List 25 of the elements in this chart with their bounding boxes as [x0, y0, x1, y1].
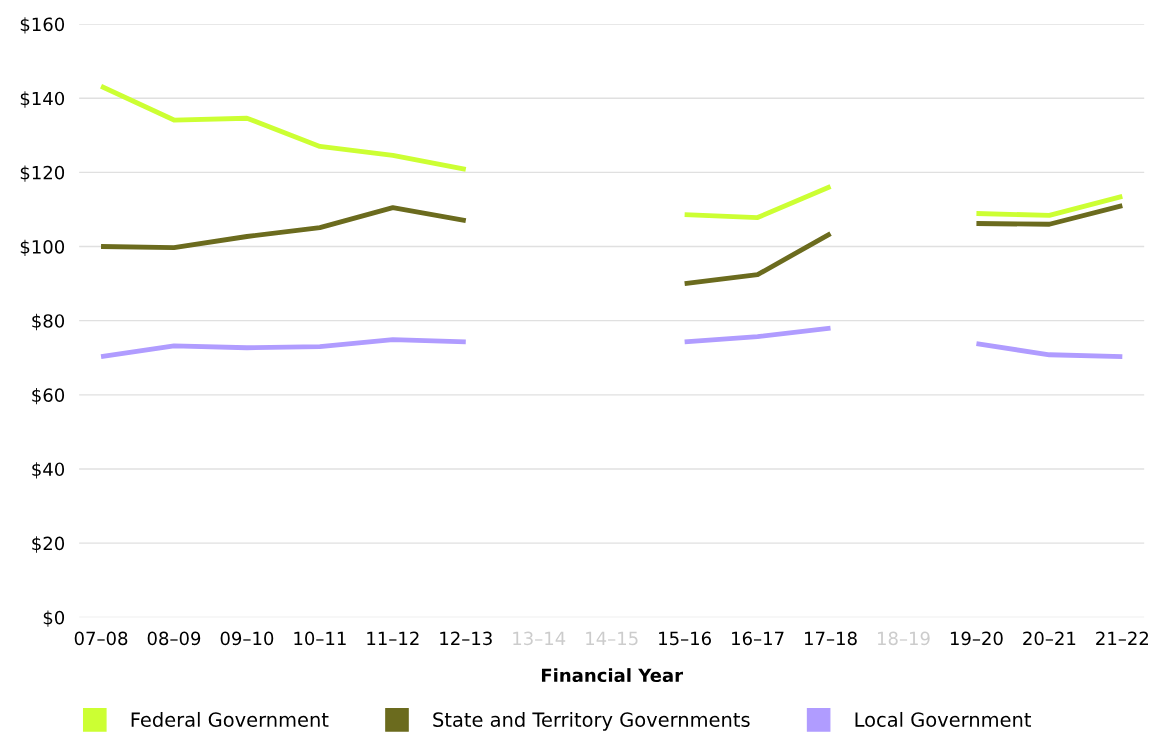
x-tick-label: 15–16: [659, 631, 711, 646]
x-tick-label: 10–11: [294, 631, 346, 646]
x-tick-label: 11–12: [367, 631, 419, 645]
x-tick-label: 12–13: [440, 631, 492, 646]
x-tick-label: 21–22: [1096, 631, 1149, 645]
x-tick-label: 20–21: [1023, 631, 1076, 646]
y-tick-label: $100: [20, 239, 65, 257]
y-tick-label: $120: [20, 165, 65, 182]
x-tick-label: 08–09: [147, 631, 201, 646]
y-tick-label: $40: [32, 462, 65, 479]
y-tick-label: $60: [32, 387, 65, 405]
legend-label: State and Territory Governments: [433, 711, 750, 731]
y-tick-label: $140: [20, 91, 65, 108]
y-tick-label: $0: [43, 610, 65, 627]
y-tick-label: $20: [32, 536, 65, 553]
x-tick-label: 16–17: [732, 631, 784, 646]
x-tick-label: 07–08: [74, 631, 128, 646]
legend-label: Federal Government: [131, 711, 329, 727]
x-tick-label: 19–20: [950, 631, 1003, 646]
x-tick-label: 09–10: [220, 631, 274, 646]
x-tick-label: 17–18: [805, 631, 857, 646]
legend-label: Local Government: [855, 711, 1032, 727]
y-tick-label: $80: [32, 313, 65, 331]
x-axis-title: Financial Year: [541, 668, 683, 683]
y-tick-label: $160: [20, 17, 65, 34]
